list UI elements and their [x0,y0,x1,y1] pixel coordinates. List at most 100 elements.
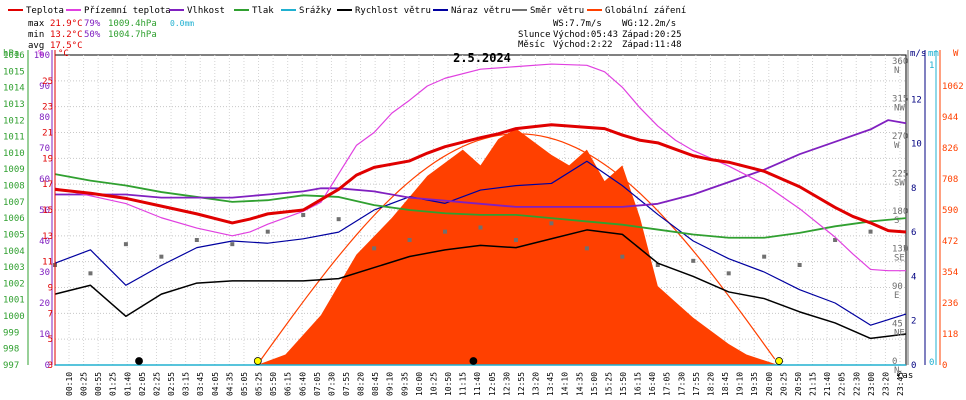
direction-tick-dir: W [894,141,900,151]
x-tick-label: 11:15 [459,372,468,396]
temperature-tick-label: 21 [42,129,53,139]
wind-direction-point [868,229,873,234]
wind-direction-point [159,254,164,259]
radiation-tick-label: 1062 [942,82,964,92]
pressure-tick-label: 1013 [3,100,25,110]
x-tick-label: 06:15 [284,372,293,396]
temperature-axis-unit: °C [58,49,69,59]
x-tick-label: 15:25 [604,372,613,396]
stats-avg-temp: 17.5°C [50,41,83,51]
x-tick-label: 10:00 [415,372,424,396]
sunrise-marker [253,357,262,365]
legend-label: Teplota [26,6,64,16]
x-tick-label: 00:25 [80,372,89,396]
direction-tick-dir: S [894,216,899,226]
wind-direction-point [691,258,696,263]
x-tick-label: 11:40 [473,372,482,396]
temperature-tick-label: 3 [48,361,53,371]
temperature-line [54,123,907,234]
wind-direction-point [88,271,93,276]
x-tick-label: 14:10 [561,372,570,396]
pressure-tick-label: 1002 [3,279,25,289]
x-tick-label: 14:35 [575,372,584,396]
wind-direction-point [194,238,199,242]
radiation-tick-label: 944 [942,113,958,123]
x-tick-label: 00:10 [65,372,74,396]
wind-direction-point [407,238,412,242]
temperature-tick-label: 11 [42,258,53,268]
astro-ws: WS:7.7m/s [553,19,602,29]
x-tick-label: 05:50 [269,372,278,396]
temperature-tick-label: 23 [42,103,53,113]
x-tick-label: 19:10 [736,372,745,396]
humidity-tick-label: 0 [45,361,50,371]
wind-direction-point [336,217,341,222]
pressure-tick-label: 1011 [3,133,25,143]
wind-direction-point [513,238,518,242]
wind-direction-point [655,263,660,267]
x-tick-label: 20:00 [765,372,774,396]
series-layer [53,63,908,366]
x-tick-label: 09:35 [400,372,409,396]
temperature-tick-label: 9 [48,284,53,294]
wind-gust-line [54,160,907,326]
x-tick-label: 20:50 [794,372,803,396]
wind-tick-label: 6 [911,228,916,238]
x-tick-label: 02:55 [167,372,176,396]
x-tick-label: 03:15 [182,372,191,396]
wind-direction-point [230,242,235,247]
radiation-tick-label: 118 [942,330,958,340]
x-tick-label: 07:55 [342,372,351,396]
chart-title: 2.5.2024 [453,51,511,65]
astro-sunrise: Východ:05:43 [553,30,618,40]
stats-min-temp: 13.2°C [50,30,83,40]
wind-direction-point [265,229,270,234]
legend-label: Náraz větru [451,6,511,16]
pressure-tick-label: 1009 [3,165,25,175]
axes: hPa% °C9979989991000100110021003100410051… [3,49,964,396]
legend-label: Tlak [252,6,274,16]
humidity-tick-label: 80 [39,113,50,123]
humidity-tick-label: 40 [39,237,50,247]
direction-tick-dir: NE [894,329,905,339]
direction-tick-dir: SW [894,179,905,189]
radiation-tick-label: 354 [942,268,958,278]
pressure-tick-label: 1008 [3,182,25,192]
legend-label: Vlhkost [187,6,225,16]
temperature-tick-label: 15 [42,206,53,216]
stats-max-temp: 21.9°C [50,19,83,29]
stats-min-hum: 50% [84,30,101,40]
direction-tick-dir: NW [894,104,905,114]
stats-block: max 21.9°C 79% 1009.4hPa 0.0mm min 13.2°… [28,19,194,51]
x-tick-label: 10:25 [429,372,438,396]
x-tick-label: 07:05 [313,372,322,396]
wind-tick-label: 10 [911,140,922,150]
x-tick-label: 02:05 [138,372,147,396]
x-tick-label: 12:55 [517,372,526,396]
wind-tick-label: 4 [911,272,916,282]
direction-tick-label: 0 [892,357,897,367]
pressure-tick-label: 1010 [3,149,25,159]
direction-tick-dir: N [894,366,899,376]
humidity-tick-label: 30 [39,268,50,278]
radiation-axis-unit: W [953,49,959,59]
legend-label: Směr větru [530,6,584,16]
x-tick-label: 22:30 [852,372,861,396]
x-tick-label: 23:00 [867,372,876,396]
x-tick-label: 10:50 [444,372,453,396]
wind-tick-label: 0 [911,361,916,371]
stats-max-press: 1009.4hPa [108,19,157,29]
x-tick-label: 16:15 [634,372,643,396]
x-tick-label: 13:20 [532,372,541,396]
wind-axis-unit: m/s [910,49,926,59]
x-tick-label: 00:55 [94,372,103,396]
humidity-tick-label: 60 [39,175,50,185]
wind-direction-point [301,213,306,217]
wind-direction-point [904,246,908,251]
x-tick-label: 08:20 [357,372,366,396]
pressure-tick-label: 1007 [3,198,25,208]
stats-max-label: max [28,19,45,29]
pressure-tick-label: 998 [3,345,19,355]
x-tick-label: 07:30 [327,372,336,396]
